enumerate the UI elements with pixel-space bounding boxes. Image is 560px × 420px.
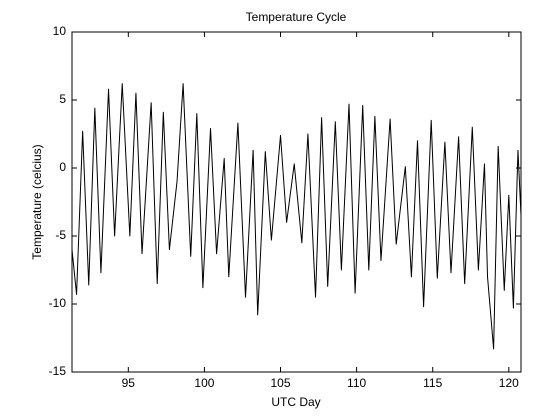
x-tick-label: 100 [194, 376, 214, 390]
x-tick-label: 115 [423, 376, 442, 390]
y-tick-label: -5 [55, 228, 66, 242]
x-tick-label: 105 [271, 376, 291, 390]
x-tick-label: 120 [499, 376, 519, 390]
y-tick-label: 0 [59, 160, 66, 174]
y-tick-label: -15 [49, 364, 67, 378]
axes-box [71, 31, 522, 373]
y-tick-label: -10 [49, 296, 67, 310]
x-tick-label: 110 [347, 376, 366, 390]
chart-title: Temperature Cycle [246, 10, 347, 24]
y-tick-label: 10 [53, 24, 67, 38]
x-tick-label: 95 [122, 376, 136, 390]
y-tick-label: 5 [59, 92, 66, 106]
data-line [71, 83, 522, 350]
y-axis-label: Temperature (celcius) [30, 144, 44, 259]
x-axis-label: UTC Day [271, 395, 320, 409]
